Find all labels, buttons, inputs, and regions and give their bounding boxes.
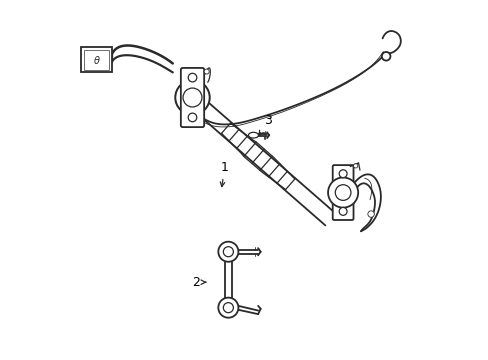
Circle shape: [218, 298, 238, 318]
Circle shape: [327, 177, 357, 208]
Circle shape: [367, 211, 373, 217]
Circle shape: [188, 73, 196, 82]
Text: 1: 1: [220, 161, 228, 186]
FancyBboxPatch shape: [332, 165, 353, 220]
FancyBboxPatch shape: [84, 50, 109, 69]
FancyBboxPatch shape: [181, 68, 203, 127]
Text: 2: 2: [192, 276, 205, 289]
Circle shape: [381, 52, 389, 60]
Circle shape: [223, 247, 233, 257]
Circle shape: [218, 242, 238, 262]
Circle shape: [223, 303, 233, 313]
Text: $\theta$: $\theta$: [93, 54, 100, 66]
Circle shape: [183, 88, 202, 107]
Circle shape: [175, 80, 209, 115]
Circle shape: [188, 113, 196, 122]
Circle shape: [335, 185, 350, 201]
Text: 3: 3: [259, 114, 271, 135]
Circle shape: [353, 164, 357, 168]
Circle shape: [203, 69, 209, 74]
Circle shape: [339, 207, 346, 215]
FancyBboxPatch shape: [81, 47, 112, 72]
Ellipse shape: [248, 132, 258, 138]
Circle shape: [339, 170, 346, 178]
